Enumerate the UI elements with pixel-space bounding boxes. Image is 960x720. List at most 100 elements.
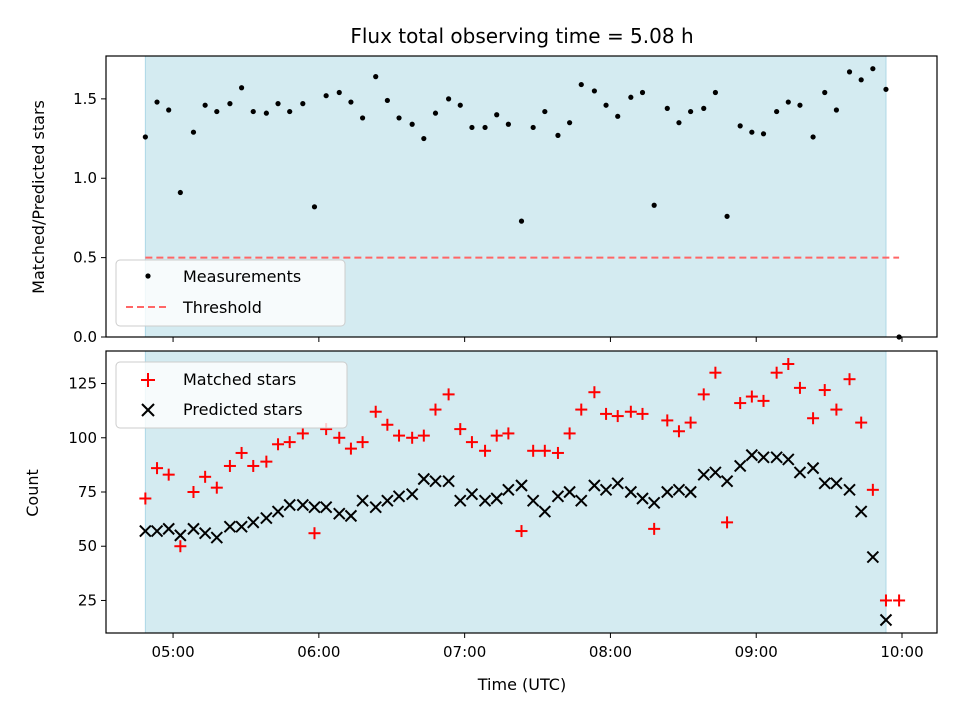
- matched-star-point: [308, 527, 321, 540]
- measurement-point: [883, 86, 889, 92]
- predicted-star-point: [502, 483, 515, 497]
- bottom-y-tick-label: 125: [68, 375, 97, 393]
- legend-threshold-label: Threshold: [182, 298, 262, 317]
- matched-star-point: [260, 455, 273, 468]
- top-panel: 0.0 0.5 1.0 1.5 Matched/Predicted stars Mea…: [29, 55, 938, 346]
- matched-star-point: [538, 444, 551, 457]
- measurement-point: [555, 132, 561, 138]
- matched-star-point: [442, 388, 455, 401]
- measurement-point: [457, 102, 463, 108]
- bottom-legend: Matched stars Predicted stars: [115, 361, 348, 429]
- predicted-star-point: [854, 505, 868, 518]
- measurement-point: [810, 134, 816, 140]
- predicted-star-point: [599, 483, 613, 497]
- matched-star-point: [830, 403, 843, 416]
- predicted-star-point: [843, 483, 856, 497]
- x-axis-label: Time (UTC): [477, 675, 566, 694]
- predicted-star-point: [356, 494, 369, 507]
- measurement-point: [688, 108, 694, 115]
- predicted-star-point: [344, 509, 358, 523]
- predicted-star-point: [672, 483, 686, 497]
- predicted-star-point: [405, 487, 419, 501]
- matched-star-point: [369, 405, 382, 418]
- measurement-point: [578, 81, 584, 88]
- predicted-star-point: [793, 466, 807, 479]
- matched-star-point: [734, 397, 747, 410]
- measurement-point: [190, 129, 197, 135]
- matched-star-point: [393, 429, 406, 442]
- predicted-star-point: [538, 505, 552, 518]
- measurement-point: [142, 134, 148, 140]
- predicted-star-point: [392, 490, 406, 503]
- matched-star-point: [356, 436, 369, 449]
- predicted-star-point: [296, 498, 310, 512]
- measurement-point: [785, 99, 791, 105]
- measurement-point: [737, 123, 743, 129]
- measurement-point: [724, 213, 730, 219]
- measurement-point: [409, 121, 415, 127]
- predicted-star-point: [369, 500, 382, 514]
- measurement-point: [530, 124, 536, 131]
- matched-star-point: [782, 358, 795, 371]
- matched-star-point: [648, 522, 661, 535]
- bottom-axes-frame: [105, 350, 938, 634]
- measurement-point: [542, 108, 548, 115]
- x-tick-label: 05:00: [151, 643, 194, 661]
- predicted-star-point: [806, 461, 820, 475]
- predicted-star-point: [757, 451, 770, 464]
- predicted-star-point: [283, 498, 296, 512]
- predicted-star-point: [381, 494, 394, 507]
- predicted-star-point: [720, 474, 734, 488]
- top-x-ticks: [172, 337, 903, 342]
- matched-star-point: [807, 412, 820, 425]
- measurement-point: [263, 110, 269, 116]
- matched-star-point: [454, 423, 467, 436]
- measurement-point: [359, 115, 366, 121]
- predicted-star-point: [661, 485, 674, 499]
- predicted-star-point: [198, 527, 212, 540]
- matched-star-point: [406, 431, 419, 444]
- measurement-point: [567, 120, 573, 126]
- top-y-tick-label: 0.0: [73, 328, 97, 346]
- measurement-point: [822, 89, 828, 96]
- bottom-y-tick-label: 100: [68, 429, 97, 447]
- matched-star-point: [381, 418, 394, 431]
- measurement-point: [858, 77, 864, 83]
- legend-predicted-label: Predicted stars: [183, 400, 303, 419]
- predicted-star-point: [308, 500, 321, 514]
- top-legend: Measurements Threshold: [115, 259, 346, 327]
- measurement-point: [774, 108, 780, 115]
- matched-star-point: [600, 407, 613, 420]
- predicted-star-point: [733, 459, 747, 473]
- matched-star-point: [757, 394, 770, 407]
- x-tick-label: 08:00: [589, 643, 632, 661]
- legend-measurements-label: Measurements: [183, 267, 301, 286]
- bottom-y-tick-label: 50: [78, 537, 97, 555]
- matched-star-point: [770, 366, 783, 379]
- matched-star-point: [575, 403, 588, 416]
- predicted-star-point: [879, 613, 893, 627]
- matched-star-point: [636, 407, 649, 420]
- measurement-point: [336, 89, 342, 96]
- matched-star-point: [479, 444, 492, 457]
- matched-star-point: [563, 427, 576, 440]
- measurement-point: [396, 115, 402, 121]
- measurement-point: [615, 113, 621, 119]
- bottom-legend-box: [115, 361, 348, 429]
- bottom-y-axis-label: Count: [23, 469, 42, 517]
- predicted-star-point: [150, 524, 164, 538]
- x-tick-label: 09:00: [735, 643, 778, 661]
- predicted-star-point: [636, 492, 649, 505]
- predicted-star-point: [417, 472, 431, 486]
- x-tick-label: 07:00: [443, 643, 486, 661]
- measurement-point: [603, 102, 609, 108]
- matched-star-point: [465, 436, 478, 449]
- measurement-point: [227, 101, 233, 107]
- predicted-star-point: [745, 448, 759, 462]
- predicted-star-point: [551, 490, 565, 503]
- predicted-star-point: [515, 479, 528, 492]
- predicted-star-point: [709, 466, 722, 479]
- measurement-point: [870, 66, 876, 72]
- top-y-tick-label: 1.0: [73, 169, 97, 187]
- top-legend-box: [115, 259, 346, 327]
